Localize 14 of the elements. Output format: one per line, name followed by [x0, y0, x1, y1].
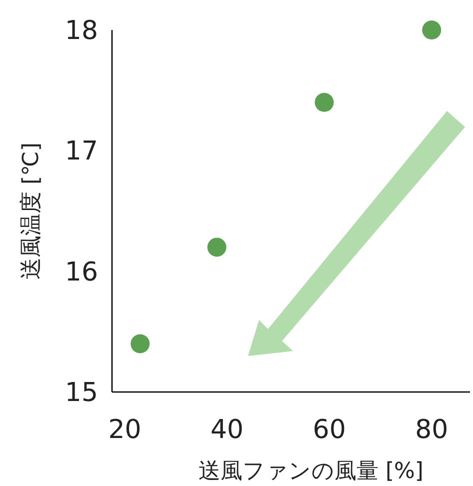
y-tick-label: 16 — [64, 257, 98, 288]
x-axis-title: 送風ファンの風量 [%] — [198, 459, 424, 484]
x-tick-label: 20 — [108, 415, 142, 445]
point — [207, 238, 226, 257]
point — [422, 20, 442, 40]
y-axis-title: 送風温度 [℃] — [19, 142, 44, 280]
x-tick-label: 40 — [210, 415, 244, 445]
y-tick-label: 15 — [64, 378, 98, 408]
x-tick-label: 80 — [415, 415, 448, 445]
x-tick-label: 60 — [312, 415, 346, 445]
y-tick-label: 17 — [64, 136, 98, 167]
point — [314, 92, 334, 112]
point — [130, 334, 150, 354]
y-tick-label: 18 — [64, 16, 98, 46]
